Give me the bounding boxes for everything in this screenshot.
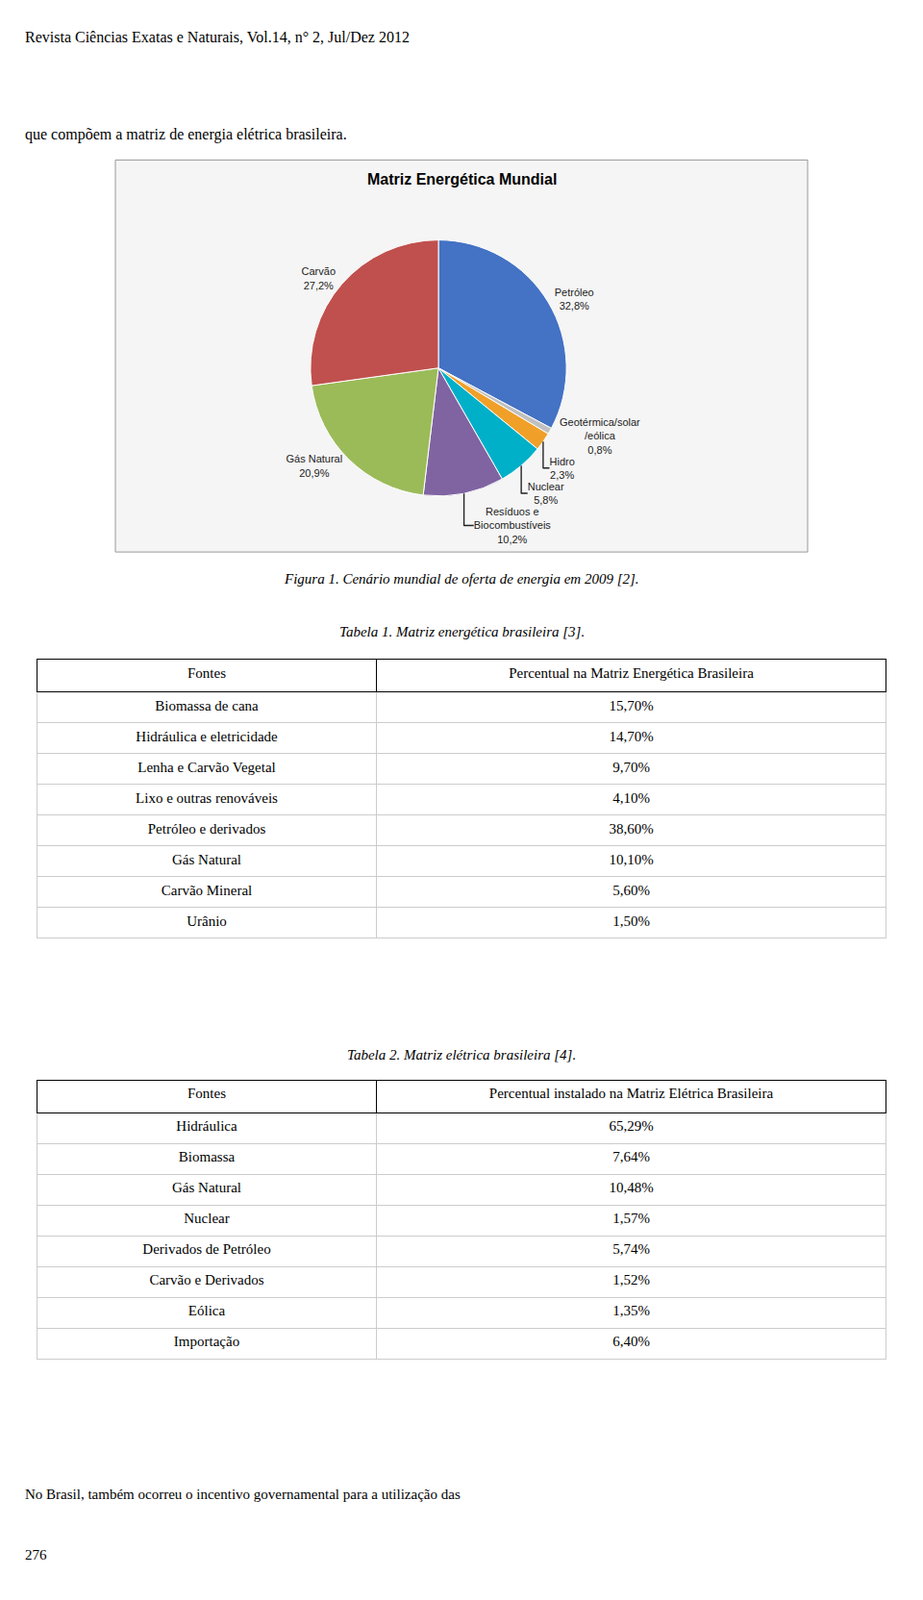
svg-text:Eólica: Eólica: [188, 1302, 226, 1319]
svg-text:276: 276: [24, 1546, 48, 1563]
svg-text:Derivados de Petróleo: Derivados de Petróleo: [142, 1241, 271, 1257]
svg-text:Fontes: Fontes: [187, 1085, 226, 1101]
svg-text:6,40%: 6,40%: [612, 1333, 650, 1349]
svg-text:Nuclear: Nuclear: [183, 1210, 229, 1226]
svg-text:Hidráulica: Hidráulica: [175, 1118, 238, 1134]
svg-text:10,48%: 10,48%: [608, 1179, 653, 1196]
svg-text:Biomassa: Biomassa: [178, 1148, 236, 1165]
svg-text:Petróleo e derivados: Petróleo e derivados: [148, 821, 267, 837]
svg-text:7,64%: 7,64%: [612, 1148, 650, 1165]
svg-text:Carvão27,2%: Carvão27,2%: [301, 265, 336, 291]
svg-text:Importação: Importação: [174, 1333, 240, 1349]
svg-text:5,74%: 5,74%: [612, 1241, 650, 1257]
svg-text:Biomassa de cana: Biomassa de cana: [154, 698, 259, 714]
svg-text:1,57%: 1,57%: [612, 1210, 650, 1226]
svg-text:Gás Natural20,9%: Gás Natural20,9%: [285, 452, 343, 478]
svg-text:No Brasil, também ocorreu o in: No Brasil, também ocorreu o incentivo go…: [24, 1486, 461, 1502]
svg-text:10,10%: 10,10%: [608, 851, 653, 868]
svg-text:Hidro2,3%: Hidro2,3%: [548, 455, 574, 481]
svg-text:Figura 1. Cenário mundial de o: Figura 1. Cenário mundial de oferta de e…: [283, 571, 640, 587]
svg-text:14,70%: 14,70%: [608, 728, 653, 745]
svg-text:65,29%: 65,29%: [608, 1118, 653, 1134]
svg-text:Petróleo32,8%: Petróleo32,8%: [554, 286, 595, 312]
svg-text:Tabela 1. Matriz energética br: Tabela 1. Matriz energética brasileira […: [339, 623, 585, 640]
svg-text:1,50%: 1,50%: [612, 913, 650, 929]
svg-text:Resíduos eBiocombustíveis10,2%: Resíduos eBiocombustíveis10,2%: [473, 505, 552, 546]
svg-text:Lixo e outras renováveis: Lixo e outras renováveis: [135, 790, 278, 806]
svg-text:Tabela 2. Matriz elétrica bras: Tabela 2. Matriz elétrica brasileira [4]…: [347, 1047, 576, 1063]
svg-text:9,70%: 9,70%: [612, 759, 650, 775]
svg-text:Matriz Energética Mundial: Matriz Energética Mundial: [367, 171, 557, 188]
svg-text:Percentual na Matriz Energétic: Percentual na Matriz Energética Brasilei…: [508, 665, 754, 681]
svg-text:Lenha e Carvão Vegetal: Lenha e Carvão Vegetal: [137, 759, 275, 775]
svg-text:Geotérmica/solar/eólica0,8%: Geotérmica/solar/eólica0,8%: [559, 416, 641, 456]
svg-text:38,60%: 38,60%: [608, 821, 653, 837]
svg-text:Hidráulica e eletricidade: Hidráulica e eletricidade: [135, 728, 278, 745]
svg-text:15,70%: 15,70%: [608, 698, 653, 714]
svg-text:Urânio: Urânio: [186, 913, 227, 929]
svg-text:1,52%: 1,52%: [612, 1272, 650, 1288]
svg-text:Revista Ciências Exatas e Natu: Revista Ciências Exatas e Naturais, Vol.…: [24, 28, 410, 46]
svg-text:4,10%: 4,10%: [612, 790, 650, 806]
svg-text:Gás Natural: Gás Natural: [172, 1179, 242, 1196]
svg-text:1,35%: 1,35%: [612, 1302, 650, 1319]
svg-text:Carvão Mineral: Carvão Mineral: [161, 882, 253, 899]
svg-text:Nuclear5,8%: Nuclear5,8%: [527, 480, 565, 506]
svg-text:Percentual instalado na Matriz: Percentual instalado na Matriz Elétrica …: [489, 1085, 774, 1101]
svg-text:que compõem a matriz de energi: que compõem a matriz de energia elétrica…: [24, 125, 348, 144]
svg-text:Carvão e Derivados: Carvão e Derivados: [149, 1272, 264, 1288]
svg-text:Gás Natural: Gás Natural: [172, 851, 242, 868]
svg-text:Fontes: Fontes: [187, 665, 226, 681]
svg-text:5,60%: 5,60%: [612, 882, 650, 899]
